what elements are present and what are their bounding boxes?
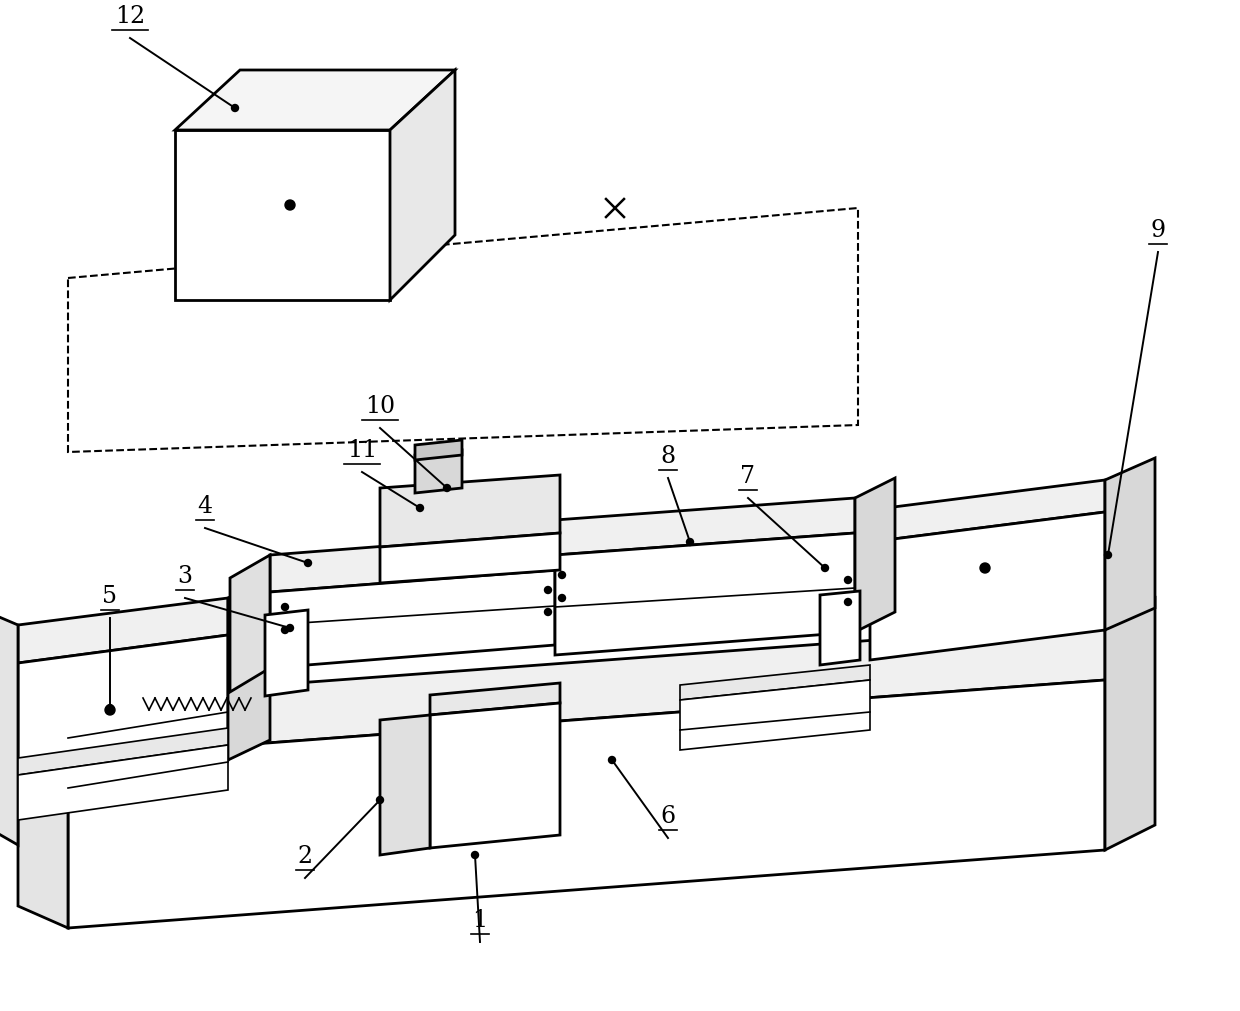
Polygon shape xyxy=(820,591,861,665)
Circle shape xyxy=(980,563,990,573)
Text: 1: 1 xyxy=(472,909,487,932)
Polygon shape xyxy=(680,680,870,750)
Text: 2: 2 xyxy=(298,845,312,868)
Polygon shape xyxy=(175,70,455,130)
Circle shape xyxy=(844,576,852,583)
Circle shape xyxy=(417,504,424,512)
Polygon shape xyxy=(229,555,270,692)
Polygon shape xyxy=(1105,458,1154,630)
Circle shape xyxy=(471,851,479,858)
Polygon shape xyxy=(270,533,556,592)
Polygon shape xyxy=(175,130,391,300)
Circle shape xyxy=(285,200,295,210)
Circle shape xyxy=(377,797,383,804)
Circle shape xyxy=(558,594,565,602)
Text: 10: 10 xyxy=(365,395,396,418)
Text: 7: 7 xyxy=(740,465,755,488)
Circle shape xyxy=(286,625,294,632)
Polygon shape xyxy=(680,665,870,700)
Circle shape xyxy=(558,571,565,578)
Polygon shape xyxy=(379,715,430,855)
Circle shape xyxy=(544,609,552,616)
Polygon shape xyxy=(415,450,463,493)
Circle shape xyxy=(544,586,552,593)
Circle shape xyxy=(281,604,289,611)
Circle shape xyxy=(821,564,828,571)
Text: 3: 3 xyxy=(177,565,192,588)
Polygon shape xyxy=(870,480,1105,542)
Circle shape xyxy=(844,599,852,606)
Polygon shape xyxy=(19,635,228,788)
Polygon shape xyxy=(870,512,1105,660)
Text: 9: 9 xyxy=(1151,219,1166,242)
Polygon shape xyxy=(391,70,455,300)
Polygon shape xyxy=(556,498,856,555)
Polygon shape xyxy=(430,703,560,848)
Polygon shape xyxy=(19,745,228,820)
Polygon shape xyxy=(1105,598,1154,850)
Polygon shape xyxy=(856,478,895,632)
Polygon shape xyxy=(19,728,228,775)
Circle shape xyxy=(105,705,115,715)
Circle shape xyxy=(281,627,289,634)
Circle shape xyxy=(1105,551,1111,558)
Text: 8: 8 xyxy=(661,445,676,468)
Polygon shape xyxy=(0,608,19,845)
Circle shape xyxy=(609,756,615,763)
Polygon shape xyxy=(379,475,560,547)
Text: 5: 5 xyxy=(103,585,118,608)
Circle shape xyxy=(107,705,114,712)
Text: 4: 4 xyxy=(197,495,212,518)
Circle shape xyxy=(444,484,450,491)
Circle shape xyxy=(687,539,693,546)
Text: 12: 12 xyxy=(115,5,145,28)
Polygon shape xyxy=(556,533,856,655)
Polygon shape xyxy=(228,578,270,760)
Polygon shape xyxy=(415,440,463,460)
Polygon shape xyxy=(19,678,68,928)
Polygon shape xyxy=(68,680,1105,928)
Polygon shape xyxy=(68,623,1105,758)
Text: 11: 11 xyxy=(347,439,377,462)
Polygon shape xyxy=(379,533,560,583)
Text: 6: 6 xyxy=(661,805,676,828)
Polygon shape xyxy=(265,610,308,696)
Polygon shape xyxy=(430,683,560,715)
Polygon shape xyxy=(270,570,556,668)
Polygon shape xyxy=(19,598,228,663)
Circle shape xyxy=(232,104,238,111)
Circle shape xyxy=(305,559,311,566)
